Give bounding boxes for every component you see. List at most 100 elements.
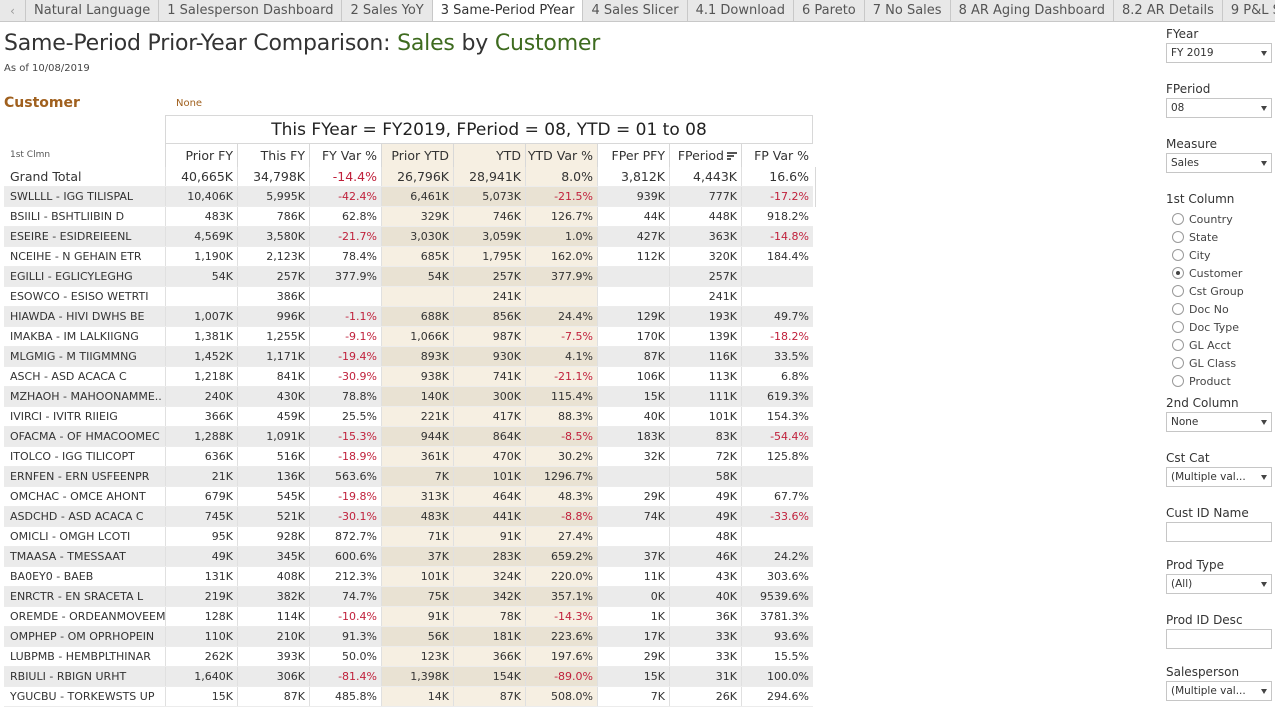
row-label[interactable]: ITOLCO - IGG TILICOPT	[10, 450, 135, 463]
table-row: IMAKBA - IM LALKIIGNG 1,381K 1,255K -9.1% 1,…	[4, 327, 813, 347]
column-header[interactable]: FPer PFY	[597, 143, 669, 167]
table-scrollbar[interactable]	[815, 167, 816, 207]
column-header[interactable]: This FY	[237, 143, 309, 167]
sheet-tab[interactable]: 6 Pareto	[794, 0, 865, 21]
column-header[interactable]: YTD Var %	[525, 143, 597, 167]
chevron-left-icon: ‹	[10, 3, 15, 18]
column-header[interactable]: Prior YTD	[381, 143, 453, 167]
row-label[interactable]: ASDCHD - ASD ACACA C	[10, 510, 144, 523]
radio-option[interactable]: Country	[1166, 210, 1274, 228]
cst-cat-dropdown[interactable]: (Multiple val...	[1166, 467, 1272, 487]
radio-option[interactable]: State	[1166, 228, 1274, 246]
row-label[interactable]: HIAWDA - HIVI DWHS BE	[10, 310, 145, 323]
row-label[interactable]: ASCH - ASD ACACA C	[10, 370, 127, 383]
row-label[interactable]: MLGMIG - M TIIGMMNG	[10, 350, 137, 363]
tab-scroll-left-button[interactable]: ‹	[0, 0, 26, 21]
radio-button-icon[interactable]	[1172, 285, 1184, 297]
row-label[interactable]: ESOWCO - ESISO WETRTI	[10, 290, 149, 303]
row-label[interactable]: IMAKBA - IM LALKIIGNG	[10, 330, 139, 343]
row-label[interactable]: OMICLI - OMGH LCOTI	[10, 530, 131, 543]
table-cell: 3781.3%	[741, 607, 813, 626]
row-label[interactable]: ENRCTR - EN SRACETA L	[10, 590, 144, 603]
radio-button-icon[interactable]	[1172, 339, 1184, 351]
sheet-tab-bar: ‹ Natural Language 1 Salesperson Dashboar…	[0, 0, 1275, 22]
radio-option[interactable]: Cst Group	[1166, 282, 1274, 300]
sheet-tab[interactable]: 9 P&L S	[1223, 0, 1275, 21]
table-cell: 1,288K	[165, 427, 237, 446]
table-cell: 111K	[669, 387, 741, 406]
radio-button-icon[interactable]	[1172, 231, 1184, 243]
radio-button-icon[interactable]	[1172, 213, 1184, 225]
row-label[interactable]: MZHAOH - MAHOONAMME..	[10, 390, 162, 403]
row-label[interactable]: EGILLI - EGLICYLEGHG	[10, 270, 133, 283]
prod-type-dropdown[interactable]: (All)	[1166, 574, 1272, 594]
filter-fperiod: FPeriod 08	[1166, 82, 1274, 118]
radio-button-icon[interactable]	[1172, 267, 1184, 279]
fperiod-dropdown[interactable]: 08	[1166, 98, 1272, 118]
row-label[interactable]: OMPHEP - OM OPRHOPEIN	[10, 630, 155, 643]
radio-option[interactable]: GL Acct	[1166, 336, 1274, 354]
row-label[interactable]: TMAASA - TMESSAAT	[10, 550, 126, 563]
radio-button-icon[interactable]	[1172, 321, 1184, 333]
sheet-tab[interactable]: 1 Salesperson Dashboard	[159, 0, 343, 21]
row-label[interactable]: RBIULI - RBIGN URHT	[10, 670, 127, 683]
sheet-tab[interactable]: 2 Sales YoY	[342, 0, 433, 21]
table-cell: -10.4%	[309, 607, 381, 626]
column-header[interactable]: Prior FY	[165, 143, 237, 167]
radio-option[interactable]: Doc No	[1166, 300, 1274, 318]
sort-descending-icon[interactable]	[727, 151, 737, 160]
sheet-tab[interactable]: 4 Sales Slicer	[583, 0, 688, 21]
sheet-tab[interactable]: Natural Language	[26, 0, 160, 21]
radio-option[interactable]: Doc Type	[1166, 318, 1274, 336]
cust-id-name-input[interactable]	[1166, 522, 1272, 542]
table-cell: 987K	[453, 327, 525, 346]
sheet-tab[interactable]: 8.2 AR Details	[1114, 0, 1223, 21]
radio-option[interactable]: Customer	[1166, 264, 1274, 282]
measure-dropdown[interactable]: Sales	[1166, 153, 1272, 173]
row-label[interactable]: ERNFEN - ERN USFEENPR	[10, 470, 150, 483]
radio-option[interactable]: Product	[1166, 372, 1274, 390]
row-label[interactable]: ESEIRE - ESIDREIEENL	[10, 230, 132, 243]
sheet-tab[interactable]: 3 Same-Period PYear	[432, 0, 584, 21]
table-cell: 300K	[453, 387, 525, 406]
radio-option[interactable]: GL Class	[1166, 354, 1274, 372]
row-label[interactable]: SWLLLL - IGG TILISPAL	[10, 190, 134, 203]
radio-option[interactable]: City	[1166, 246, 1274, 264]
prod-id-desc-input[interactable]	[1166, 629, 1272, 649]
table-cell: 113K	[669, 367, 741, 386]
row-label[interactable]: LUBPMB - HEMBPLTHINAR	[10, 650, 151, 663]
dropdown-value: 08	[1171, 102, 1185, 114]
row-label[interactable]: OFACMA - OF HMACOOMEC	[10, 430, 160, 443]
row-label[interactable]: Grand Total	[10, 169, 82, 184]
row-label[interactable]: BA0EY0 - BAEB	[10, 570, 94, 583]
column-header[interactable]: FY Var %	[309, 143, 381, 167]
column-header[interactable]: FPeriod	[669, 143, 741, 167]
sheet-tab[interactable]: 4.1 Download	[688, 0, 795, 21]
sheet-tab[interactable]: 8 AR Aging Dashboard	[951, 0, 1114, 21]
table-cell: 87K	[237, 687, 309, 706]
fyear-dropdown[interactable]: FY 2019	[1166, 43, 1272, 63]
row-label[interactable]: NCEIHE - N GEHAIN ETR	[10, 250, 142, 263]
radio-button-icon[interactable]	[1172, 249, 1184, 261]
radio-button-icon[interactable]	[1172, 375, 1184, 387]
radio-option-label: Product	[1189, 374, 1231, 388]
table-cell: 40K	[669, 587, 741, 606]
row-label[interactable]: IVIRCI - IVITR RIIEIG	[10, 410, 118, 423]
radio-button-icon[interactable]	[1172, 303, 1184, 315]
second-column-dropdown[interactable]: None	[1166, 412, 1272, 432]
table-cell: 741K	[453, 367, 525, 386]
column-header[interactable]: FP Var %	[741, 143, 813, 167]
salesperson-dropdown[interactable]: (Multiple val...	[1166, 681, 1272, 701]
radio-button-icon[interactable]	[1172, 357, 1184, 369]
column-header[interactable]: YTD	[453, 143, 525, 167]
table-cell: 257K	[669, 267, 741, 286]
table-cell: 93.6%	[741, 627, 813, 646]
row-label[interactable]: OREMDE - ORDEANMOVEEM	[10, 610, 165, 623]
row-label[interactable]: YGUCBU - TORKEWSTS UP	[10, 690, 155, 703]
caret-down-icon	[1261, 50, 1267, 56]
row-label[interactable]: BSIILI - BSHTLIIBIN D	[10, 210, 125, 223]
sheet-tab[interactable]: 7 No Sales	[865, 0, 951, 21]
row-label[interactable]: OMCHAC - OMCE AHONT	[10, 490, 146, 503]
table-cell: 91K	[381, 607, 453, 626]
table-cell: 777K	[669, 187, 741, 206]
